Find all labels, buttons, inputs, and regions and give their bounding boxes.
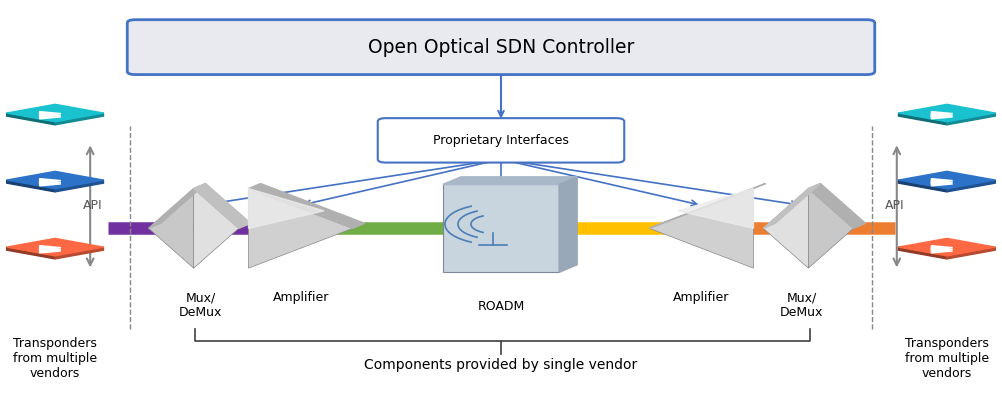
Polygon shape: [7, 113, 55, 125]
Polygon shape: [148, 189, 193, 268]
Polygon shape: [899, 180, 947, 192]
Text: API: API: [82, 199, 102, 212]
Text: Amplifier: Amplifier: [273, 291, 329, 304]
Polygon shape: [55, 113, 103, 125]
Polygon shape: [932, 249, 953, 253]
Polygon shape: [947, 113, 995, 125]
Polygon shape: [899, 104, 995, 122]
Polygon shape: [248, 189, 324, 228]
Polygon shape: [148, 184, 205, 228]
Polygon shape: [40, 182, 61, 186]
Polygon shape: [764, 184, 821, 228]
Polygon shape: [932, 246, 953, 250]
Polygon shape: [559, 177, 577, 272]
Polygon shape: [7, 180, 55, 192]
Polygon shape: [764, 189, 809, 268]
Polygon shape: [40, 249, 61, 253]
Polygon shape: [7, 171, 103, 189]
Polygon shape: [932, 178, 953, 183]
Text: Mux/
DeMux: Mux/ DeMux: [780, 291, 824, 319]
Polygon shape: [947, 180, 995, 192]
Polygon shape: [248, 189, 353, 268]
Text: Open Optical SDN Controller: Open Optical SDN Controller: [368, 38, 634, 57]
Polygon shape: [899, 113, 947, 125]
Polygon shape: [40, 115, 61, 119]
Polygon shape: [932, 182, 953, 186]
Polygon shape: [932, 247, 953, 251]
FancyBboxPatch shape: [378, 118, 624, 163]
Polygon shape: [193, 189, 238, 268]
FancyBboxPatch shape: [127, 20, 875, 75]
Polygon shape: [55, 180, 103, 192]
Polygon shape: [40, 247, 61, 251]
Polygon shape: [193, 184, 250, 228]
Polygon shape: [7, 238, 103, 256]
Polygon shape: [932, 113, 953, 117]
Polygon shape: [678, 189, 754, 228]
Polygon shape: [40, 113, 61, 117]
Polygon shape: [649, 189, 754, 268]
Polygon shape: [40, 180, 61, 184]
Polygon shape: [7, 247, 55, 259]
Polygon shape: [932, 111, 953, 116]
Polygon shape: [649, 184, 766, 228]
Polygon shape: [40, 246, 61, 250]
Polygon shape: [899, 247, 947, 259]
Text: Proprietary Interfaces: Proprietary Interfaces: [433, 134, 569, 147]
Polygon shape: [932, 115, 953, 119]
Polygon shape: [809, 189, 854, 268]
Polygon shape: [40, 111, 61, 116]
Polygon shape: [40, 178, 61, 183]
Polygon shape: [248, 184, 365, 228]
Polygon shape: [55, 247, 103, 259]
Text: ROADM: ROADM: [477, 300, 525, 313]
Text: Mux/
DeMux: Mux/ DeMux: [178, 291, 222, 319]
Polygon shape: [809, 184, 866, 228]
Text: Components provided by single vendor: Components provided by single vendor: [365, 358, 637, 372]
Polygon shape: [443, 184, 559, 272]
Text: Transponders
from multiple
vendors: Transponders from multiple vendors: [13, 337, 97, 380]
Polygon shape: [899, 171, 995, 189]
Polygon shape: [443, 177, 577, 184]
Text: Amplifier: Amplifier: [673, 291, 729, 304]
Polygon shape: [932, 180, 953, 184]
Text: Transponders
from multiple
vendors: Transponders from multiple vendors: [905, 337, 989, 380]
Polygon shape: [899, 238, 995, 256]
Polygon shape: [947, 247, 995, 259]
Polygon shape: [7, 104, 103, 122]
Text: API: API: [885, 199, 905, 212]
